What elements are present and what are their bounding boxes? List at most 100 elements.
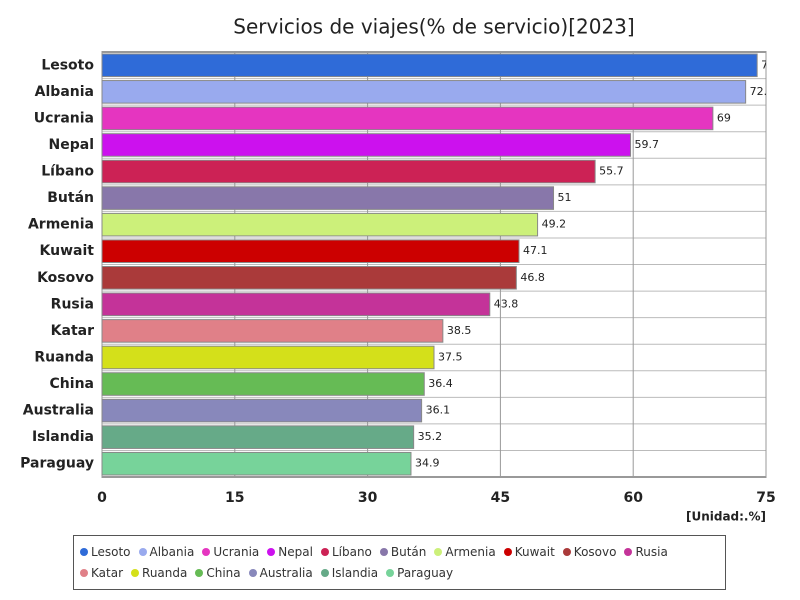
legend-label: Australia [259, 566, 313, 580]
y-tick-label: Ucrania [34, 110, 94, 126]
value-label: 38.5 [447, 324, 472, 337]
value-label: 69 [717, 111, 731, 124]
legend-item: Nepal [267, 542, 313, 563]
bar [101, 319, 444, 343]
value-label: 47.1 [523, 244, 548, 257]
legend-label: Lesoto [91, 545, 131, 559]
legend-label: Islandia [331, 566, 379, 580]
legend-item: Australia [248, 563, 313, 584]
legend-label: Kosovo [573, 545, 617, 559]
legend-marker [386, 569, 395, 577]
x-tick-label: 30 [358, 490, 378, 506]
legend-item: Islandia [320, 563, 379, 584]
legend-label: Kuwait [514, 545, 555, 559]
legend-marker [202, 548, 211, 556]
legend-item: Armenia [434, 542, 496, 563]
value-label: 51 [558, 191, 572, 204]
y-tick-label: Lesoto [41, 57, 94, 73]
legend-label: Ucrania [213, 545, 260, 559]
bar [101, 186, 555, 210]
legend-marker [434, 548, 443, 556]
legend-marker [320, 548, 329, 556]
legend-marker [562, 548, 571, 556]
bar [101, 239, 520, 263]
bar [101, 398, 423, 423]
legend-item: Katar [80, 563, 123, 584]
legend-marker [267, 548, 276, 556]
legend: Lesoto Albania Ucrania Nepal Líbano Bután Arme… [73, 535, 726, 590]
legend-label: Rusia [635, 545, 668, 559]
y-tick-label: Islandia [32, 429, 94, 445]
bar [101, 372, 425, 396]
y-tick-label: Armenia [28, 217, 94, 233]
y-tick-label: China [50, 376, 94, 392]
x-tick-label: 0 [97, 490, 107, 506]
legend-label: Paraguay [397, 566, 454, 580]
legend-label: Armenia [445, 545, 496, 559]
bar [101, 425, 415, 449]
bar [101, 266, 517, 290]
legend-item: Lesoto [80, 542, 131, 563]
legend-item: Kuwait [503, 542, 555, 563]
x-tick-label: 15 [225, 490, 244, 506]
bar [101, 292, 491, 317]
bar [101, 451, 412, 476]
legend-marker [379, 548, 388, 556]
legend-item: Bután [379, 542, 427, 563]
bar [101, 80, 747, 104]
legend-label: Nepal [278, 545, 313, 559]
legend-label: Katar [91, 566, 124, 580]
x-tick-label: 75 [756, 490, 775, 506]
bar [101, 345, 435, 370]
value-label: 36.1 [426, 404, 451, 417]
bar [101, 212, 539, 237]
legend-item: Albania [138, 542, 195, 563]
y-tick-label: Kosovo [37, 270, 94, 286]
value-label: 35.2 [418, 430, 443, 443]
value-label: 46.8 [520, 271, 545, 284]
legend-marker [248, 569, 257, 577]
y-tick-label: Rusia [51, 296, 94, 312]
y-tick-label: Líbano [41, 164, 94, 180]
value-label: 37.5 [438, 350, 463, 363]
value-label: 36.4 [428, 377, 453, 390]
y-tick-label: Albania [35, 84, 94, 100]
value-label: 55.7 [599, 165, 624, 178]
x-tick-label: 60 [623, 490, 643, 506]
y-tick-label: Katar [51, 323, 94, 339]
y-tick-label: Ruanda [34, 349, 94, 365]
legend-label: Albania [149, 545, 195, 559]
value-label: 49.2 [542, 218, 567, 231]
y-tick-label: Kuwait [40, 243, 95, 259]
legend-marker [503, 548, 512, 556]
chart: Servicios de viajes(% de servicio)[2023]… [20, 15, 776, 524]
legend-item: Líbano [320, 542, 372, 563]
legend-item: China [195, 563, 241, 584]
legend-marker [131, 569, 140, 577]
y-tick-label: Bután [47, 190, 94, 206]
legend-marker [320, 569, 329, 577]
legend-item: Rusia [624, 542, 668, 563]
unit-label: [Unidad:.%] [686, 510, 766, 524]
legend-marker [138, 548, 147, 556]
bar [101, 133, 632, 157]
bar [101, 106, 714, 131]
x-tick-label: 45 [491, 490, 510, 506]
legend-marker [80, 569, 88, 577]
value-label: 72.7 [750, 85, 775, 98]
legend-item: Ruanda [131, 563, 187, 584]
value-label: 74 [761, 58, 775, 71]
legend-marker [195, 569, 204, 577]
legend-label: Líbano [331, 545, 372, 559]
legend-marker [624, 548, 633, 556]
legend-item: Paraguay [386, 563, 453, 584]
legend-label: Bután [390, 545, 427, 559]
value-label: 34.9 [415, 457, 440, 470]
legend-label: China [206, 566, 241, 580]
bar [101, 159, 596, 184]
legend-item: Kosovo [562, 542, 617, 563]
legend-marker [80, 548, 88, 556]
value-label: 59.7 [635, 138, 660, 151]
y-tick-label: Nepal [49, 137, 94, 153]
